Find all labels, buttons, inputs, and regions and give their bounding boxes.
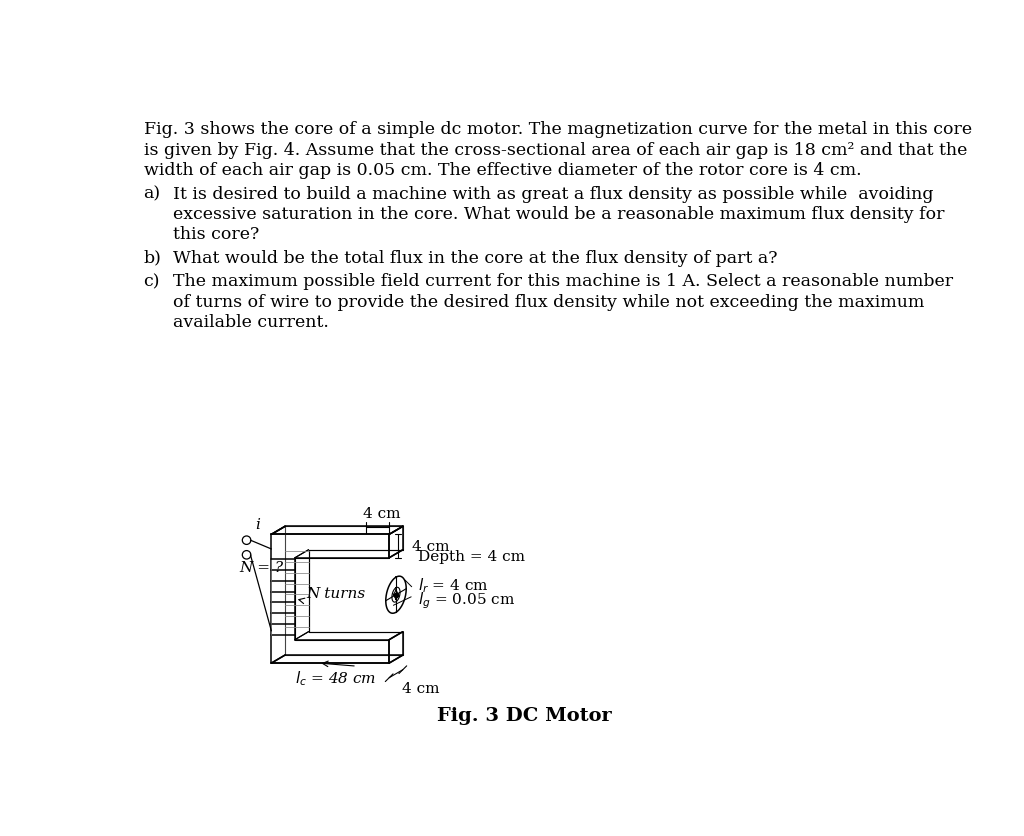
Text: Depth = 4 cm: Depth = 4 cm <box>418 549 524 563</box>
Text: 4 cm: 4 cm <box>402 681 439 696</box>
Text: $l_r$ = 4 cm: $l_r$ = 4 cm <box>418 576 488 594</box>
Text: What would be the total flux in the core at the flux density of part a?: What would be the total flux in the core… <box>173 249 777 267</box>
Text: 4 cm: 4 cm <box>412 539 450 553</box>
Text: Fig. 3 DC Motor: Fig. 3 DC Motor <box>437 706 612 724</box>
Text: i: i <box>255 517 260 532</box>
Text: is given by Fig. 4. Assume that the cross-sectional area of each air gap is 18 c: is given by Fig. 4. Assume that the cros… <box>143 141 967 159</box>
Text: N = ?: N = ? <box>239 560 283 573</box>
Text: width of each air gap is 0.05 cm. The effective diameter of the rotor core is 4 : width of each air gap is 0.05 cm. The ef… <box>143 162 861 179</box>
Text: 4 cm: 4 cm <box>362 506 400 520</box>
Text: excessive saturation in the core. What would be a reasonable maximum flux densit: excessive saturation in the core. What w… <box>173 206 944 222</box>
Text: c): c) <box>143 273 160 290</box>
Text: a): a) <box>143 186 161 202</box>
Text: N turns: N turns <box>307 586 366 600</box>
Text: available current.: available current. <box>173 314 329 331</box>
Text: It is desired to build a machine with as great a flux density as possible while : It is desired to build a machine with as… <box>173 186 934 202</box>
Text: Fig. 3 shows the core of a simple dc motor. The magnetization curve for the meta: Fig. 3 shows the core of a simple dc mot… <box>143 121 972 138</box>
Text: this core?: this core? <box>173 226 259 243</box>
Text: The maximum possible field current for this machine is 1 A. Select a reasonable : The maximum possible field current for t… <box>173 273 953 290</box>
Text: of turns of wire to provide the desired flux density while not exceeding the max: of turns of wire to provide the desired … <box>173 293 925 310</box>
Text: b): b) <box>143 249 162 267</box>
Text: $l_g$ = 0.05 cm: $l_g$ = 0.05 cm <box>418 589 515 610</box>
Text: $l_c$ = 48 cm: $l_c$ = 48 cm <box>295 669 376 687</box>
